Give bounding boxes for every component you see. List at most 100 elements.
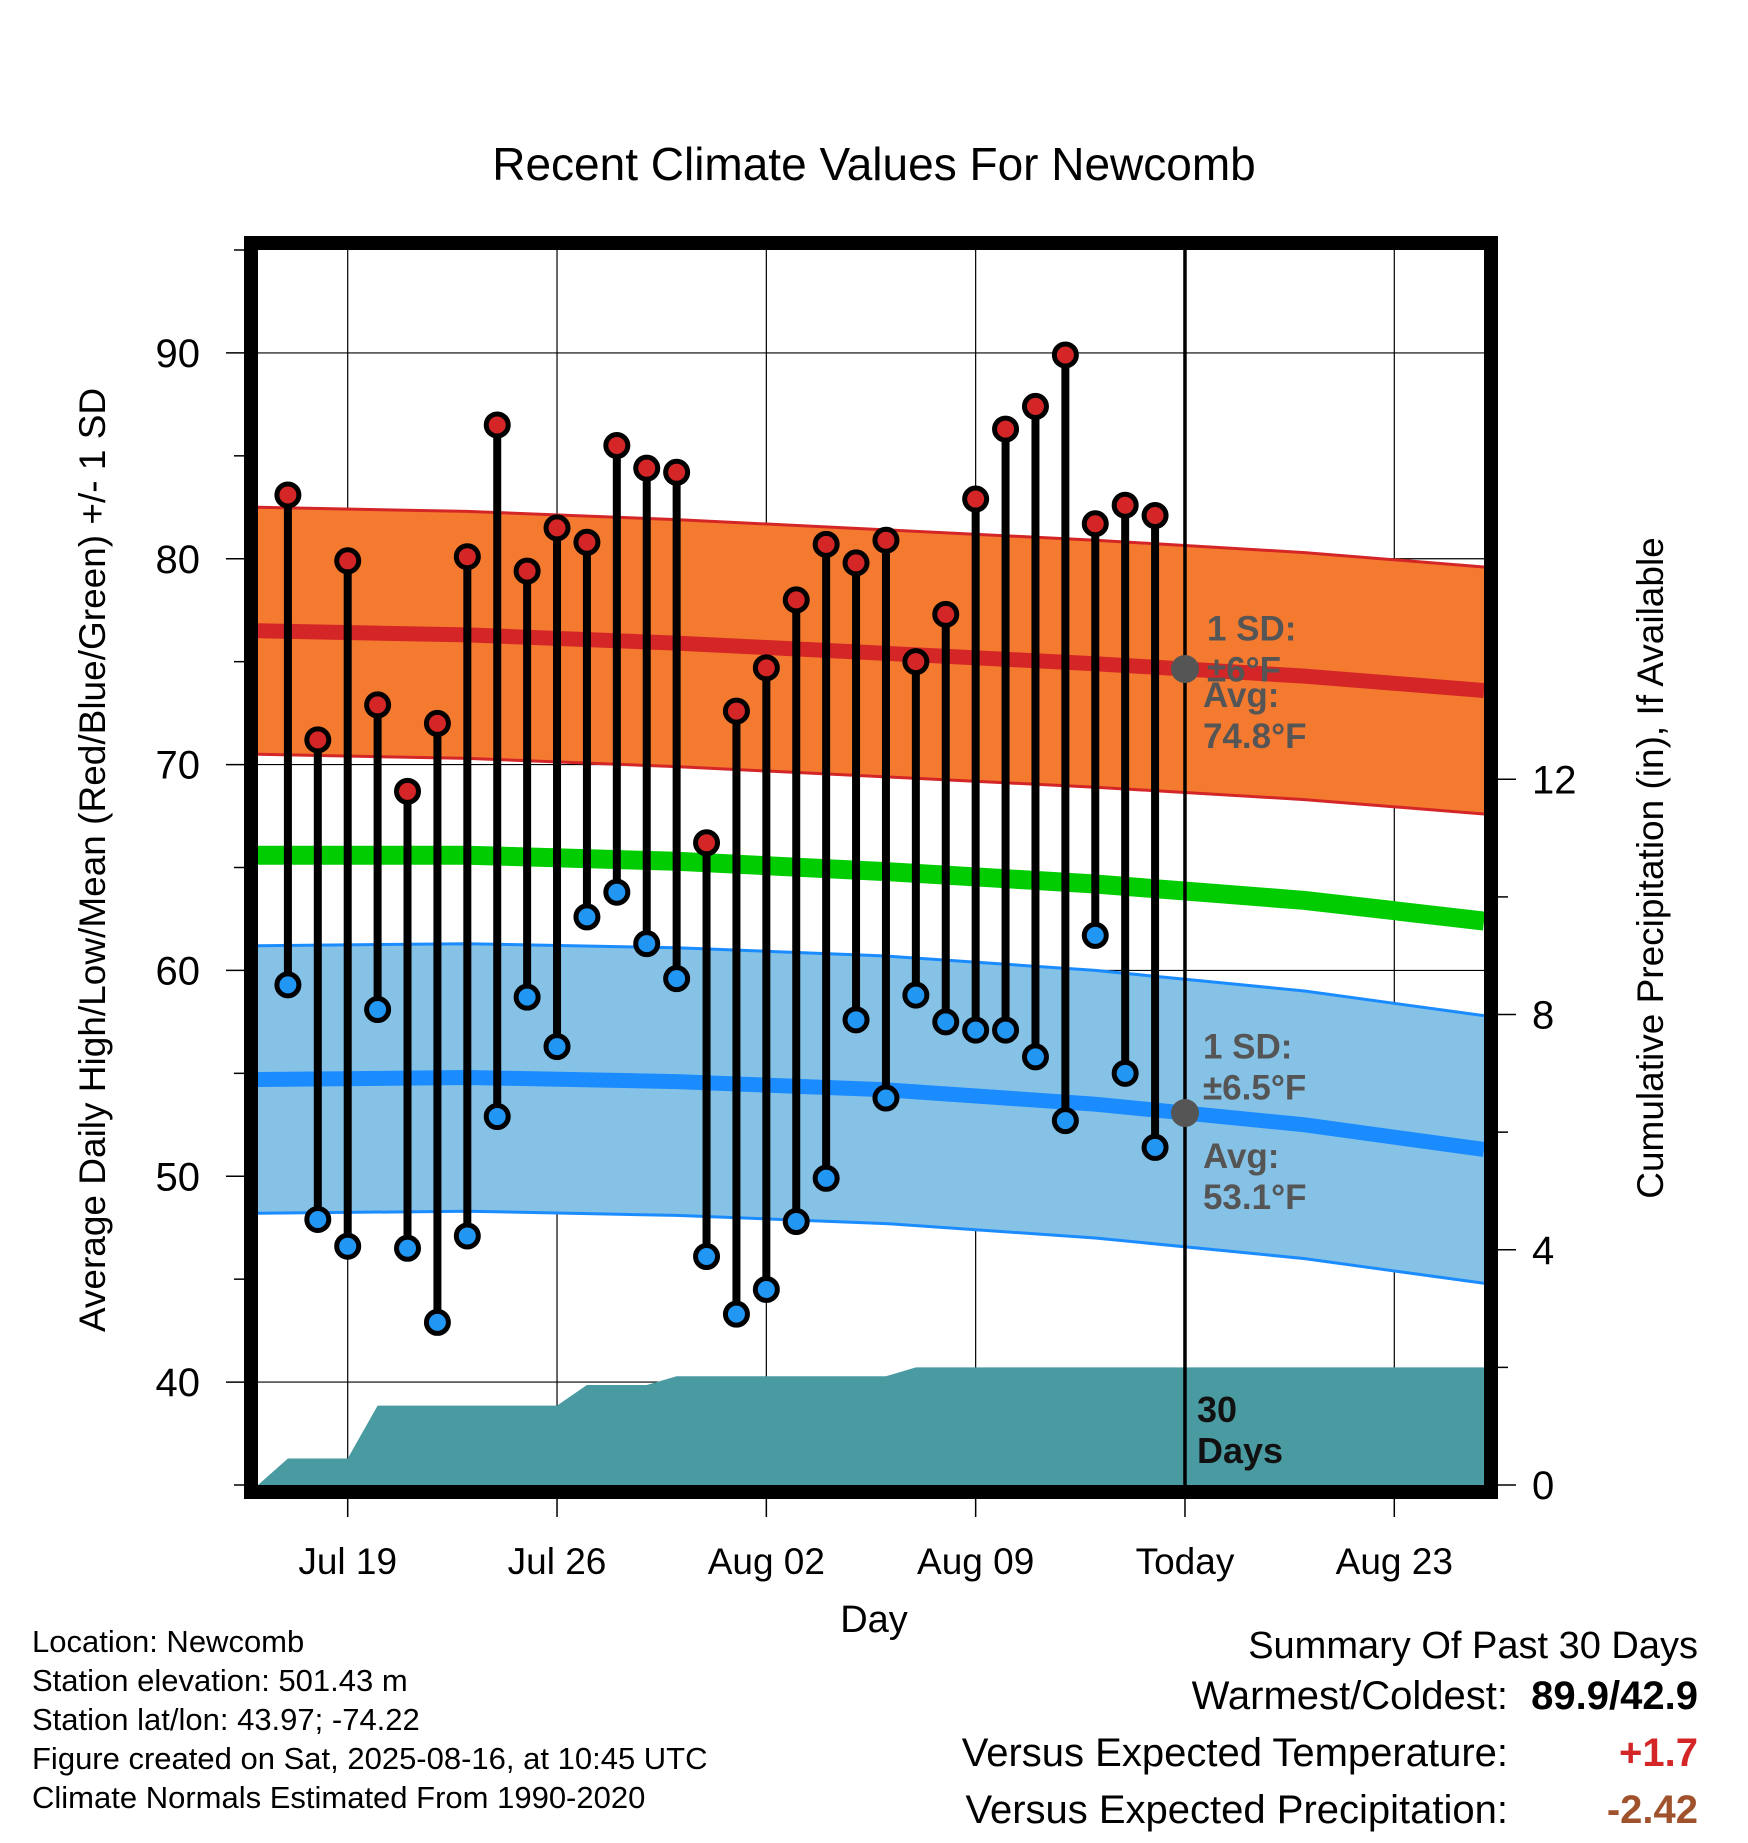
temp-vs-expected-value: +1.7: [1619, 1731, 1698, 1775]
precip-days-label-2: Days: [1197, 1430, 1283, 1471]
low-temp-point: [1111, 1059, 1139, 1087]
y-tick-label: 40: [156, 1361, 201, 1405]
low-temp-point: [693, 1243, 721, 1271]
x-tick-label: Jul 19: [298, 1541, 397, 1582]
x-tick-label: Today: [1136, 1541, 1235, 1582]
high-temp-point: [1021, 392, 1049, 420]
high-temp-point: [1141, 502, 1169, 530]
low-temp-point: [1081, 921, 1109, 949]
precip-tick-label: 12: [1532, 758, 1577, 802]
created-text: Figure created on Sat, 2025-08-16, at 10…: [32, 1741, 708, 1776]
low-temp-point: [1141, 1133, 1169, 1161]
warmest-coldest-label: Warmest/Coldest:: [1191, 1674, 1508, 1718]
high-avg-value: 74.8°F: [1203, 717, 1307, 756]
high-temp-point: [752, 654, 780, 682]
high-temp-point: [663, 458, 691, 486]
x-tick-label: Jul 26: [508, 1541, 607, 1582]
low-avg-value: 53.1°F: [1203, 1178, 1307, 1217]
precip-vs-expected-value: -2.42: [1606, 1788, 1698, 1832]
y-tick-label: 70: [156, 744, 201, 788]
precip-area: [258, 1367, 1484, 1485]
low-temp-point: [1051, 1107, 1079, 1135]
high-temp-point: [364, 691, 392, 719]
high-temp-point: [782, 586, 810, 614]
low-temp-point: [334, 1232, 362, 1260]
y-tick-label: 80: [156, 538, 201, 582]
high-temp-point: [842, 549, 870, 577]
high-temp-point: [394, 777, 422, 805]
low-temp-point: [782, 1208, 810, 1236]
x-tick-label: Aug 09: [917, 1541, 1034, 1582]
today-high-normal-marker: [1170, 655, 1199, 684]
low-temp-point: [453, 1222, 481, 1250]
low-temp-point: [513, 983, 541, 1011]
x-tick-label: Aug 23: [1336, 1541, 1453, 1582]
high-temp-point: [483, 411, 511, 439]
y-tick-label: 60: [156, 949, 201, 993]
x-tick-label: Aug 02: [708, 1541, 825, 1582]
high-temp-point: [693, 829, 721, 857]
normals-text: Climate Normals Estimated From 1990-2020: [32, 1780, 646, 1815]
low-avg-label: Avg:: [1203, 1137, 1279, 1176]
low-temp-point: [1021, 1043, 1049, 1071]
high-temp-point: [453, 543, 481, 571]
low-temp-point: [394, 1234, 422, 1262]
low-temp-point: [543, 1033, 571, 1061]
latlon-text: Station lat/lon: 43.97; -74.22: [32, 1702, 420, 1737]
low-temp-point: [962, 1016, 990, 1044]
high-temp-point: [543, 514, 571, 542]
high-temp-point: [633, 454, 661, 482]
high-avg-label: Avg:: [1203, 676, 1279, 715]
precip-tick-label: 0: [1532, 1464, 1554, 1508]
high-temp-point: [573, 528, 601, 556]
high-temp-point: [513, 557, 541, 585]
low-temp-point: [932, 1008, 960, 1036]
high-temp-point: [1051, 341, 1079, 369]
low-sd-value: ±6.5°F: [1203, 1069, 1306, 1108]
high-temp-point: [304, 726, 332, 754]
precip-tick-label: 4: [1532, 1229, 1554, 1273]
precip-days-label-1: 30: [1197, 1389, 1237, 1430]
summary-header: Summary Of Past 30 Days: [1248, 1625, 1698, 1667]
plot-interior: [258, 250, 1484, 1485]
low-temp-point: [364, 996, 392, 1024]
high-temp-point: [423, 709, 451, 737]
high-temp-point: [932, 600, 960, 628]
elevation-text: Station elevation: 501.43 m: [32, 1663, 408, 1698]
y-tick-label: 50: [156, 1155, 201, 1199]
location-text: Location: Newcomb: [32, 1624, 305, 1659]
mean-normal-line: [258, 845, 1484, 931]
high-temp-point: [274, 481, 302, 509]
low-temp-point: [304, 1205, 332, 1233]
high-temp-point: [812, 530, 840, 558]
precip-vs-expected-label: Versus Expected Precipitation:: [965, 1788, 1508, 1832]
high-temp-point: [1081, 510, 1109, 538]
y-tick-label: 90: [156, 332, 201, 376]
y-axis-label-right: Cumulative Precipitation (in), If Availa…: [1630, 537, 1671, 1199]
precip-tick-label: 8: [1532, 994, 1554, 1038]
low-temp-point: [603, 878, 631, 906]
high-sd-label: 1 SD:: [1207, 610, 1296, 649]
y-axis-label-left: Average Daily High/Low/Mean (Red/Blue/Gr…: [72, 388, 113, 1332]
high-temp-point: [1111, 491, 1139, 519]
high-sd-value: ±6°F: [1207, 651, 1281, 690]
low-temp-point: [663, 965, 691, 993]
high-sd-band: [258, 507, 1484, 814]
high-temp-point: [334, 547, 362, 575]
low-sd-label: 1 SD:: [1203, 1028, 1292, 1067]
summary-panel: Summary Of Past 30 Days Warmest/Coldest:…: [962, 1620, 1698, 1843]
warmest-coldest-value: 89.9/42.9: [1531, 1674, 1698, 1718]
low-temp-point: [842, 1006, 870, 1034]
high-temp-point: [902, 648, 930, 676]
low-temp-point: [902, 981, 930, 1009]
low-temp-point: [274, 971, 302, 999]
plot-frame: [244, 236, 1498, 1499]
low-temp-point: [573, 903, 601, 931]
low-temp-point: [423, 1308, 451, 1336]
x-axis-label: Day: [840, 1599, 908, 1641]
low-temp-point: [722, 1300, 750, 1328]
low-temp-point: [812, 1164, 840, 1192]
station-info: Location: Newcomb Station elevation: 501…: [32, 1622, 708, 1817]
